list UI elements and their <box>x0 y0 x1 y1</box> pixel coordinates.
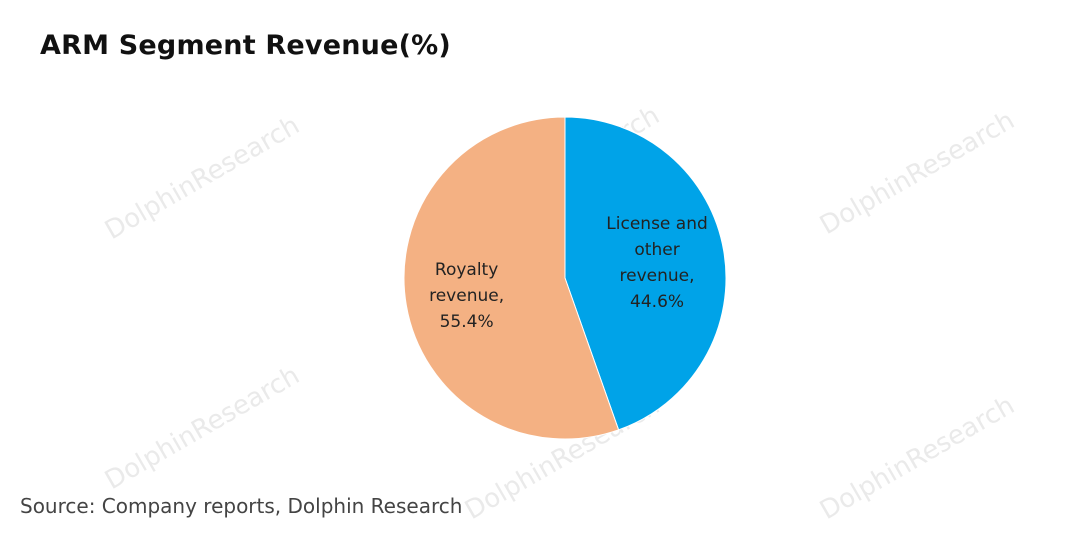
pie-label-royalty-revenue: Royalty revenue, 55.4% <box>429 260 504 332</box>
chart-title: ARM Segment Revenue(%) <box>40 30 451 61</box>
pie-slice-royalty-revenue <box>403 116 620 440</box>
source-note: Source: Company reports, Dolphin Researc… <box>20 494 463 518</box>
pie-slice-license-and-other-revenue <box>564 116 727 431</box>
pie-label-license-and-other-revenue: License and other revenue, 44.6% <box>606 214 707 312</box>
